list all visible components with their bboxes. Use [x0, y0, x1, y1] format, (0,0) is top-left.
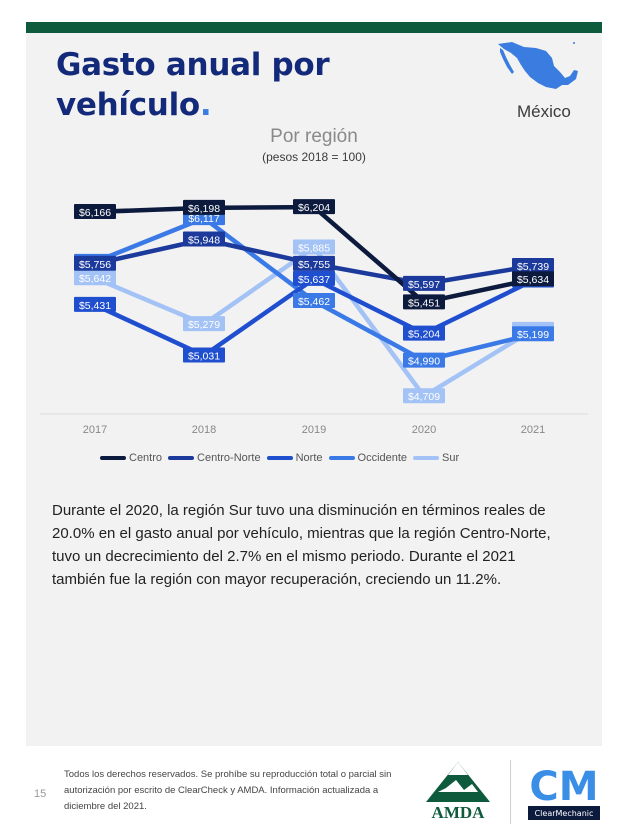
data-label: $6,198 [183, 199, 225, 215]
data-label: $5,597 [403, 275, 445, 291]
x-tick-label: 2021 [521, 424, 545, 436]
series-line-centro [92, 204, 536, 305]
title-line-1: Gasto anual por [56, 47, 330, 83]
chart-subtitle: (pesos 2018 = 100) [262, 150, 366, 164]
amda-logo: AMDA [420, 760, 496, 822]
country-label: México [517, 102, 571, 121]
data-label: $5,642 [74, 270, 116, 286]
svg-text:$5,885: $5,885 [298, 242, 330, 254]
data-label: $5,204 [403, 325, 445, 341]
data-label: $5,031 [183, 347, 225, 363]
data-label: $5,451 [403, 294, 445, 310]
data-label: $5,739 [512, 257, 554, 273]
legend-item-occidente: Occidente [328, 452, 408, 464]
svg-text:$5,431: $5,431 [79, 300, 111, 312]
page-title: Gasto anual por vehículo. [56, 45, 330, 125]
svg-text:$5,462: $5,462 [298, 296, 330, 308]
data-label: $5,948 [183, 231, 225, 247]
svg-text:$5,755: $5,755 [298, 259, 330, 271]
svg-text:$6,117: $6,117 [188, 213, 219, 225]
x-tick-label: 2017 [83, 424, 107, 436]
svg-text:$4,709: $4,709 [408, 391, 440, 403]
title-dot: . [199, 87, 212, 123]
svg-text:$5,204: $5,204 [408, 329, 440, 341]
data-label: $5,462 [293, 292, 335, 308]
svg-text:$5,739: $5,739 [517, 261, 549, 273]
svg-text:$5,199: $5,199 [517, 329, 549, 341]
line-chart: 2017 2018 2019 2020 2021 $5,642 $5,279 $5,885 $4… [40, 199, 588, 436]
x-tick-label: 2019 [302, 424, 326, 436]
series-line-norte [92, 276, 536, 358]
legend-item-centro: Centro [100, 452, 162, 464]
data-label: $5,637 [293, 270, 335, 286]
logo-separator [510, 760, 511, 824]
legend-swatch [168, 456, 195, 460]
page-number: 15 [34, 788, 47, 800]
legend-label: Sur [442, 452, 460, 464]
svg-text:$5,642: $5,642 [79, 273, 111, 285]
legend-item-sur: Sur [413, 452, 459, 464]
svg-text:$5,634: $5,634 [517, 274, 549, 286]
svg-text:$5,756: $5,756 [79, 259, 111, 271]
data-label: $6,166 [74, 203, 116, 219]
legend-label: Centro-Norte [197, 452, 261, 464]
svg-text:$4,990: $4,990 [408, 356, 440, 368]
svg-text:$5,637: $5,637 [298, 274, 330, 286]
legend-label: Centro [129, 452, 163, 464]
top-accent-bar [26, 22, 602, 33]
mexico-map-icon [494, 38, 584, 104]
data-label: $5,279 [183, 316, 225, 332]
legend-swatch [328, 456, 355, 460]
x-tick-label: 2020 [412, 424, 436, 436]
legend-swatch [100, 456, 126, 460]
svg-text:$5,031: $5,031 [188, 350, 220, 362]
data-label: $6,204 [293, 199, 335, 215]
svg-text:$5,597: $5,597 [408, 279, 440, 291]
summary-paragraph: Durante el 2020, la región Sur tuvo una … [52, 502, 551, 588]
data-label: $5,756 [74, 255, 116, 271]
data-label: $5,634 [512, 271, 554, 287]
cm-logo-mark: CM [529, 764, 598, 810]
data-label: $4,709 [403, 388, 445, 404]
content-panel [26, 22, 602, 746]
legend-item-centro-norte: Centro-Norte [168, 452, 261, 464]
footer-disclaimer: Todos los derechos reservados. Se prohíb… [64, 769, 392, 812]
data-label: $5,431 [74, 296, 116, 312]
legend-item-norte: Norte [266, 452, 323, 464]
svg-text:$6,166: $6,166 [79, 207, 111, 219]
x-tick-label: 2018 [192, 424, 216, 436]
legend-label: Norte [295, 452, 323, 464]
amda-logo-text: AMDA [432, 803, 486, 822]
title-line-2: vehículo [56, 87, 200, 123]
svg-text:$6,198: $6,198 [188, 203, 220, 215]
legend-label: Occidente [357, 452, 408, 464]
data-label: $5,885 [293, 239, 335, 255]
svg-text:$5,279: $5,279 [188, 319, 220, 331]
chart-title: Por región [270, 126, 358, 147]
legend-swatch [413, 456, 440, 460]
clearmechanic-logo: CM ClearMechanic [526, 760, 602, 824]
legend-swatch [266, 456, 293, 460]
cm-logo-text: ClearMechanic [535, 809, 594, 818]
data-label: $5,755 [293, 255, 335, 271]
svg-text:$6,204: $6,204 [298, 202, 330, 214]
svg-text:$5,451: $5,451 [408, 297, 440, 309]
data-label: $5,199 [512, 326, 554, 342]
svg-text:$5,948: $5,948 [188, 235, 220, 247]
data-label: $4,990 [403, 352, 445, 368]
chart-legend: Centro Centro-Norte Norte Occidente Sur [100, 450, 465, 466]
